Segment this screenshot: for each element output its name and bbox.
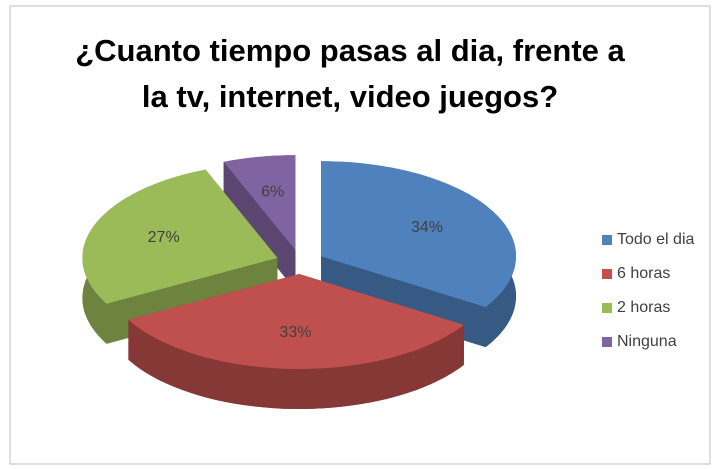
data-label: 34%: [411, 219, 443, 236]
chart-title: ¿Cuanto tiempo pasas al dia, frente a la…: [75, 33, 625, 114]
slice-side: [128, 319, 464, 409]
slice: 33%: [128, 274, 464, 409]
slice-top: [223, 155, 296, 251]
legend-swatch: [602, 235, 612, 245]
data-label: 33%: [279, 324, 311, 341]
legend-label: 2 horas: [617, 299, 670, 316]
legend-label: 6 horas: [617, 265, 670, 282]
data-label: 6%: [261, 184, 284, 201]
slice-top: [82, 169, 278, 304]
data-label: 27%: [148, 229, 180, 246]
legend-swatch: [602, 303, 612, 313]
legend-swatch: [602, 337, 612, 347]
slice-top: [321, 161, 516, 308]
slice-top: [128, 274, 464, 369]
legend-label: Ninguna: [617, 333, 677, 350]
legend-label: Todo el dia: [617, 231, 694, 248]
legend-swatch: [602, 269, 612, 279]
